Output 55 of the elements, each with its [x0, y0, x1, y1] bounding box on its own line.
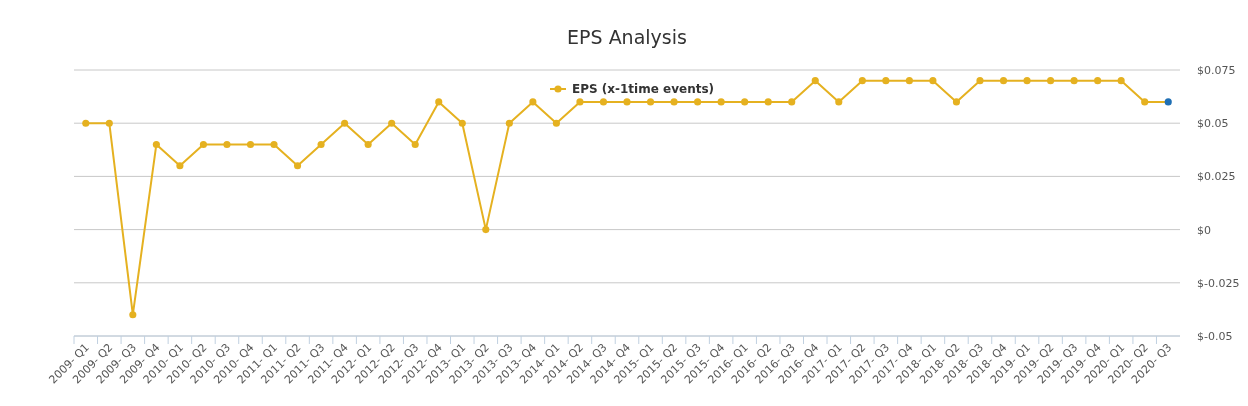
point: [341, 119, 349, 127]
point: [835, 98, 843, 106]
point: [411, 140, 419, 149]
point: [670, 98, 678, 106]
point: [1070, 77, 1078, 85]
point: [458, 119, 466, 127]
point: [199, 140, 207, 149]
point: [717, 98, 725, 106]
point: [364, 140, 372, 149]
point: [176, 162, 184, 170]
point: [270, 140, 278, 149]
point: [82, 119, 90, 127]
point: [505, 119, 513, 127]
point: [129, 311, 137, 319]
point: [552, 119, 560, 127]
point: [623, 98, 631, 106]
point: [741, 98, 749, 106]
y-tick-label: $0: [1197, 223, 1211, 237]
legend-label: EPS (x-1time events): [572, 82, 715, 96]
point: [1094, 77, 1102, 85]
point: [529, 98, 537, 106]
point: [929, 77, 937, 85]
point: [576, 98, 584, 106]
point: [223, 140, 231, 149]
point: [599, 98, 608, 106]
point: [435, 98, 443, 106]
point: [764, 98, 772, 106]
point: [999, 77, 1008, 85]
point: [952, 98, 961, 106]
point: [482, 226, 490, 234]
point: [694, 98, 702, 106]
y-tick-label: $0.025: [1197, 170, 1236, 184]
point: [1164, 98, 1172, 106]
y-tick-label: $-0.05: [1197, 330, 1233, 343]
point: [976, 77, 984, 85]
point: [905, 77, 913, 85]
point: [317, 140, 325, 149]
point: [246, 140, 255, 149]
point: [1023, 77, 1031, 85]
point: [811, 77, 819, 85]
point: [788, 98, 796, 106]
point: [1047, 77, 1055, 85]
y-tick-label: $0.05: [1197, 117, 1229, 131]
point: [152, 140, 160, 149]
chart-title: EPS Analysis: [567, 26, 687, 48]
point: [882, 77, 890, 85]
y-tick-label: $0.075: [1197, 64, 1236, 77]
point: [105, 119, 113, 127]
point: [858, 77, 866, 85]
point: [293, 162, 302, 170]
y-tick-label: $-0.025: [1197, 276, 1240, 290]
point: [1141, 98, 1149, 106]
point: [1117, 77, 1125, 85]
point: [646, 98, 655, 106]
point: [388, 119, 396, 127]
